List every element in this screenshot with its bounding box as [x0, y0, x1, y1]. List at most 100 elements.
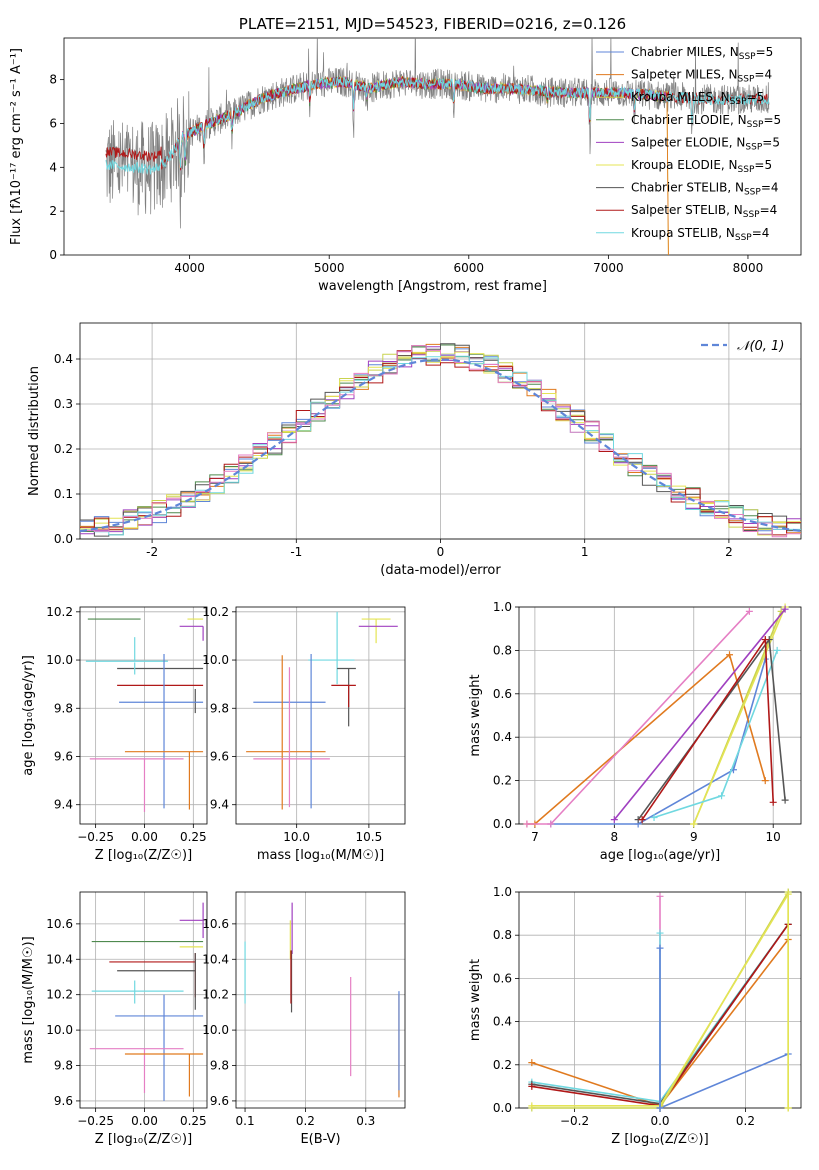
y-tick-label: 0 — [49, 248, 57, 262]
x-axis-label: (data-model)/error — [380, 563, 501, 578]
x-axis-label: Z [log₁₀(Z/Z☉)] — [95, 848, 192, 863]
series-line — [550, 658, 767, 825]
y-tick-label: 10.2 — [202, 605, 229, 619]
y-tick-label: 4 — [49, 160, 57, 174]
residuals-panel: -2 -1 0 1 2 0.0 0.1 0.2 0.3 0.4 (data-model)/error… — [27, 322, 802, 578]
y-tick-label: 0.0 — [493, 1101, 512, 1115]
y-tick-label: 1.0 — [493, 600, 512, 614]
x-tick-label: 1 — [581, 545, 589, 559]
axes-frame — [518, 606, 802, 825]
y-axis-label: age [log₁₀(age/yr)] — [21, 655, 36, 776]
y-tick-label: 1.0 — [493, 885, 512, 899]
x-axis-label: wavelength [Angstrom, rest frame] — [318, 279, 547, 294]
y-axis-label: Flux [fλ10⁻¹⁷ erg cm⁻² s⁻¹ A⁻¹] — [9, 48, 24, 245]
y-tick-label: 10.2 — [202, 988, 229, 1002]
y-tick-label: 10.4 — [46, 952, 73, 966]
legend-entry: Kroupa STELIB, NSSP=4 — [631, 226, 769, 243]
y-tick-label: 0.2 — [493, 774, 512, 788]
series-marker — [650, 813, 658, 821]
histogram-series — [80, 350, 801, 536]
x-tick-label: 8000 — [733, 261, 764, 275]
y-axis-label: Normed distribution — [27, 366, 42, 496]
legend-entry: Chabrier MILES, NSSP=5 — [631, 45, 773, 62]
model-spectrum — [105, 76, 770, 175]
x-axis-label: age [log₁₀(age/yr)] — [600, 848, 721, 863]
y-tick-label: 0.8 — [493, 928, 512, 942]
histogram-series — [80, 351, 801, 536]
x-tick-label: -1 — [290, 545, 302, 559]
y-tick-label: 10.0 — [202, 1023, 229, 1037]
errorbars — [85, 618, 204, 812]
series-marker — [784, 890, 792, 898]
x-tick-label: 0 — [437, 545, 445, 559]
series-line — [653, 650, 778, 819]
x-axis-label: Z [log₁₀(Z/Z☉)] — [95, 1132, 192, 1147]
y-tick-label: 0.4 — [54, 352, 73, 366]
legend-entry: 𝒩(0, 1) — [737, 339, 784, 354]
x-tick-label: 0.25 — [180, 1114, 207, 1128]
x-tick-label: 0.1 — [236, 1114, 255, 1128]
x-axis-label: E(B-V) — [300, 1132, 340, 1147]
series-marker — [781, 605, 789, 613]
y-tick-label: 0.0 — [493, 817, 512, 831]
legend-entry: Chabrier ELODIE, NSSP=5 — [631, 113, 781, 130]
series-line — [526, 610, 750, 825]
x-tick-label: 0.00 — [131, 830, 158, 844]
y-tick-label: 10.0 — [46, 653, 73, 667]
y-tick-label: 8 — [49, 73, 57, 87]
x-axis-label: mass [log₁₀(M/M☉)] — [257, 848, 384, 863]
x-tick-label: 2 — [725, 545, 733, 559]
histograms — [80, 343, 801, 538]
x-tick-label: −0.25 — [77, 1114, 114, 1128]
x-tick-label: −0.2 — [560, 1114, 589, 1128]
y-tick-label: 0.2 — [493, 1058, 512, 1072]
series-marker — [528, 1102, 536, 1110]
y-tick-label: 9.4 — [210, 798, 229, 812]
y-tick-label: 9.8 — [210, 1059, 229, 1073]
chart-title: PLATE=2151, MJD=54523, FIBERID=0216, z=0… — [239, 15, 626, 33]
x-tick-label: 0.25 — [180, 830, 207, 844]
y-tick-label: 0.2 — [54, 442, 73, 456]
y-tick-label: 2 — [49, 204, 57, 218]
x-tick-label: 7 — [531, 830, 539, 844]
series-line — [659, 1053, 789, 1109]
axes-frame — [235, 606, 406, 825]
x-tick-label: 0.00 — [131, 1114, 158, 1128]
x-tick-label: 9 — [690, 830, 698, 844]
series-marker — [610, 816, 618, 824]
series-lines — [528, 888, 792, 1112]
y-tick-label: 10.2 — [46, 988, 73, 1002]
series-marker — [784, 1104, 792, 1112]
observed-spectrum — [105, 38, 770, 229]
axes-frame — [79, 606, 208, 825]
series-line — [613, 608, 786, 821]
gaussian-curve — [80, 358, 801, 533]
y-tick-label: 0.1 — [54, 487, 73, 501]
histogram-series — [80, 343, 801, 537]
x-tick-label: 0.2 — [736, 1114, 755, 1128]
errorbars — [89, 902, 204, 1101]
series-marker — [726, 651, 734, 659]
y-tick-label: 10.6 — [202, 917, 229, 931]
axes-frame — [63, 37, 802, 256]
x-tick-label: -2 — [146, 545, 158, 559]
x-tick-label: 0.0 — [650, 1114, 669, 1128]
x-axis-label: Z [log₁₀(Z/Z☉)] — [611, 1132, 708, 1147]
series-marker — [523, 820, 531, 828]
axes-frame — [79, 322, 802, 540]
legend-entry: Chabrier STELIB, NSSP=4 — [631, 181, 779, 198]
series-marker — [761, 636, 769, 644]
x-tick-label: 7000 — [593, 261, 624, 275]
y-axis-label: mass weight — [468, 674, 483, 756]
x-tick-label: 10.5 — [356, 830, 383, 844]
x-tick-label: 5000 — [314, 261, 345, 275]
y-tick-label: 0.4 — [493, 730, 512, 744]
y-tick-label: 0.6 — [493, 971, 512, 985]
y-tick-label: 10.0 — [202, 653, 229, 667]
age_vs_Z-panel: −0.25 0.00 0.25 9.4 9.6 9.8 10.0 10.2 Z [log₁₀(Z… — [21, 605, 208, 863]
y-axis-label: mass weight — [468, 959, 483, 1041]
series-lines — [523, 603, 789, 828]
spectrum-panel: 4000 5000 6000 7000 8000 0 2 4 6 8 wavelength [Ang… — [9, 15, 802, 294]
series-marker — [718, 792, 726, 800]
